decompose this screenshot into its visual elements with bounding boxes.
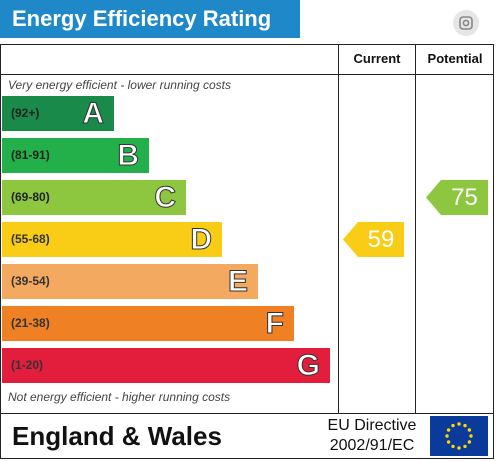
band-e: (39-54) E bbox=[2, 264, 258, 299]
band-range-g: (1-20) bbox=[11, 358, 44, 372]
column-divider-potential bbox=[415, 44, 416, 414]
potential-column-header: Potential bbox=[427, 51, 483, 66]
current-column-header: Current bbox=[353, 51, 401, 66]
rating-frame bbox=[0, 44, 494, 414]
eu-star bbox=[445, 434, 449, 438]
eu-star bbox=[467, 428, 472, 432]
top-caption: Very energy efficient - lower running co… bbox=[8, 78, 231, 92]
band-letter-f: F bbox=[265, 307, 284, 341]
band-c: (69-80) C bbox=[2, 180, 186, 215]
band-g: (1-20) G bbox=[2, 348, 330, 383]
lens-icon[interactable] bbox=[453, 10, 479, 36]
eu-star bbox=[446, 440, 451, 444]
potential-rating-arrow: 75 bbox=[426, 180, 488, 215]
band-f: (21-38) F bbox=[2, 306, 294, 341]
band-range-d: (55-68) bbox=[11, 232, 50, 246]
band-range-f: (21-38) bbox=[11, 316, 50, 330]
band-range-b: (81-91) bbox=[11, 148, 50, 162]
band-b: (81-91) B bbox=[2, 138, 149, 173]
header-rule bbox=[0, 74, 494, 75]
eu-flag-icon bbox=[430, 416, 488, 456]
band-letter-b: B bbox=[117, 139, 140, 173]
eu-star bbox=[467, 440, 472, 444]
current-arrow-shape bbox=[343, 222, 404, 257]
band-letter-g: G bbox=[296, 349, 320, 383]
eu-star bbox=[463, 423, 467, 428]
potential-arrow-shape bbox=[426, 180, 488, 215]
chart-title: Energy Efficiency Rating bbox=[0, 0, 300, 38]
band-range-e: (39-54) bbox=[11, 274, 50, 288]
current-rating-value: 59 bbox=[367, 226, 395, 253]
directive-line-1: EU Directive bbox=[327, 417, 417, 434]
region-label: England & Wales bbox=[12, 421, 222, 451]
column-divider-current bbox=[338, 44, 339, 414]
directive-line-2: 2002/91/EC bbox=[329, 437, 415, 454]
eu-star bbox=[446, 428, 451, 432]
eu-star bbox=[451, 444, 455, 449]
band-letter-c: C bbox=[154, 181, 177, 215]
eu-star bbox=[469, 434, 473, 438]
eu-star bbox=[451, 423, 455, 428]
potential-rating-value: 75 bbox=[451, 184, 478, 211]
title-bar: Energy Efficiency Rating bbox=[0, 0, 496, 40]
current-rating-arrow: 59 bbox=[343, 222, 404, 257]
band-range-c: (69-80) bbox=[11, 190, 50, 204]
bottom-caption: Not energy efficient - higher running co… bbox=[8, 390, 231, 404]
eu-star bbox=[457, 446, 461, 450]
band-range-a: (92+) bbox=[11, 106, 40, 120]
band-d: (55-68) D bbox=[2, 222, 222, 257]
band-letter-d: D bbox=[190, 223, 213, 257]
band-letter-a: A bbox=[82, 97, 105, 131]
band-letter-e: E bbox=[227, 265, 248, 299]
eu-directive: EU Directive 2002/91/EC bbox=[318, 416, 426, 456]
eu-star bbox=[463, 444, 467, 449]
band-a: (92+) A bbox=[2, 96, 114, 131]
eu-star bbox=[457, 422, 461, 426]
